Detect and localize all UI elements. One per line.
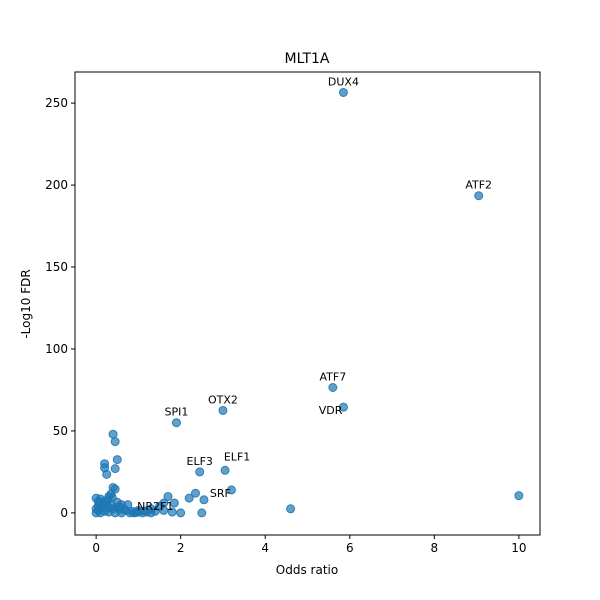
y-tick-label: 250 bbox=[45, 96, 68, 110]
y-axis: 0 50 100 150 200 250 bbox=[45, 96, 75, 520]
data-point bbox=[112, 455, 122, 465]
x-tick-label: 0 bbox=[92, 541, 100, 555]
plot-area: DUX4 ATF2 ATF7 VDR OTX2 SPI1 ELF3 ELF1 SRF NR2F1 bbox=[91, 75, 524, 518]
data-point bbox=[195, 467, 205, 477]
data-point bbox=[338, 87, 348, 97]
axes-frame bbox=[74, 71, 541, 536]
data-point bbox=[286, 504, 296, 514]
data-point bbox=[110, 464, 120, 474]
y-tick-label: 0 bbox=[60, 506, 68, 520]
x-tick-label: 4 bbox=[261, 541, 269, 555]
x-tick-label: 10 bbox=[511, 541, 526, 555]
annotation-label: DUX4 bbox=[328, 75, 359, 88]
y-tick-label: 200 bbox=[45, 178, 68, 192]
data-point bbox=[110, 437, 120, 447]
data-point bbox=[176, 508, 186, 518]
x-tick-label: 8 bbox=[430, 541, 438, 555]
x-tick-label: 2 bbox=[177, 541, 185, 555]
data-point bbox=[328, 382, 338, 392]
data-point bbox=[190, 488, 200, 498]
annotation-label: ATF2 bbox=[465, 179, 492, 192]
annotation-label: SRF bbox=[210, 487, 231, 500]
data-point bbox=[167, 507, 177, 517]
x-tick-label: 6 bbox=[346, 541, 354, 555]
data-point bbox=[474, 191, 484, 201]
data-point bbox=[140, 506, 150, 516]
y-axis-title: -Log10 FDR bbox=[19, 269, 33, 338]
annotation-label: ELF1 bbox=[224, 450, 250, 463]
annotation-label: VDR bbox=[319, 404, 343, 417]
data-point bbox=[218, 405, 228, 415]
data-point bbox=[163, 491, 173, 501]
data-point bbox=[197, 508, 207, 518]
data-point bbox=[514, 491, 524, 501]
data-point bbox=[169, 498, 179, 508]
x-axis-title: Odds ratio bbox=[276, 563, 338, 577]
x-axis: 0 2 4 6 8 10 bbox=[92, 535, 527, 555]
y-tick-label: 150 bbox=[45, 260, 68, 274]
chart-title: MLT1A bbox=[285, 51, 330, 67]
data-point bbox=[226, 485, 236, 495]
data-point bbox=[114, 501, 124, 511]
data-point bbox=[220, 465, 230, 475]
data-point bbox=[184, 493, 194, 503]
y-tick-label: 50 bbox=[53, 424, 68, 438]
data-point bbox=[199, 495, 209, 505]
data-point bbox=[338, 402, 348, 412]
y-tick-label: 100 bbox=[45, 342, 68, 356]
annotation-label: OTX2 bbox=[208, 393, 238, 406]
annotation-label: ATF7 bbox=[320, 370, 347, 383]
annotation-label: ELF3 bbox=[187, 455, 213, 468]
data-point bbox=[93, 496, 103, 506]
data-point bbox=[131, 507, 141, 517]
data-point bbox=[159, 505, 169, 515]
annotation-label: SPI1 bbox=[165, 406, 189, 419]
annotation-label: NR2F1 bbox=[137, 500, 173, 513]
data-point bbox=[107, 492, 117, 502]
data-point bbox=[171, 418, 181, 428]
data-point bbox=[102, 469, 112, 479]
data-point bbox=[108, 429, 118, 439]
